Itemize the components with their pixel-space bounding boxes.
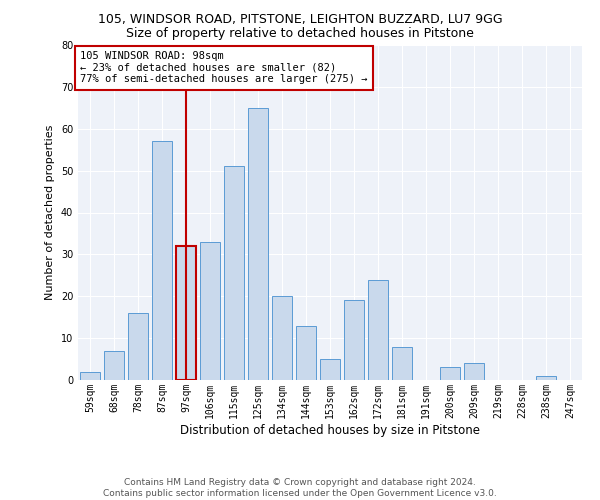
Bar (296, 326, 316, 380)
Text: Contains HM Land Registry data © Crown copyright and database right 2024.
Contai: Contains HM Land Registry data © Crown c… (103, 478, 497, 498)
Bar (440, 368, 460, 380)
Bar (392, 346, 412, 380)
Y-axis label: Number of detached properties: Number of detached properties (45, 125, 55, 300)
Bar (104, 350, 124, 380)
X-axis label: Distribution of detached houses by size in Pitstone: Distribution of detached houses by size … (180, 424, 480, 436)
Bar (224, 166, 244, 380)
Bar (176, 246, 196, 380)
Bar (536, 376, 556, 380)
Bar (248, 108, 268, 380)
Bar (152, 142, 172, 380)
Bar (464, 363, 484, 380)
Text: 105 WINDSOR ROAD: 98sqm
← 23% of detached houses are smaller (82)
77% of semi-de: 105 WINDSOR ROAD: 98sqm ← 23% of detache… (80, 52, 368, 84)
Bar (272, 296, 292, 380)
Bar (128, 313, 148, 380)
Text: 105, WINDSOR ROAD, PITSTONE, LEIGHTON BUZZARD, LU7 9GG: 105, WINDSOR ROAD, PITSTONE, LEIGHTON BU… (98, 12, 502, 26)
Text: Size of property relative to detached houses in Pitstone: Size of property relative to detached ho… (126, 28, 474, 40)
Bar (368, 280, 388, 380)
Bar (320, 359, 340, 380)
Bar (80, 372, 100, 380)
Bar (344, 300, 364, 380)
Bar (200, 242, 220, 380)
